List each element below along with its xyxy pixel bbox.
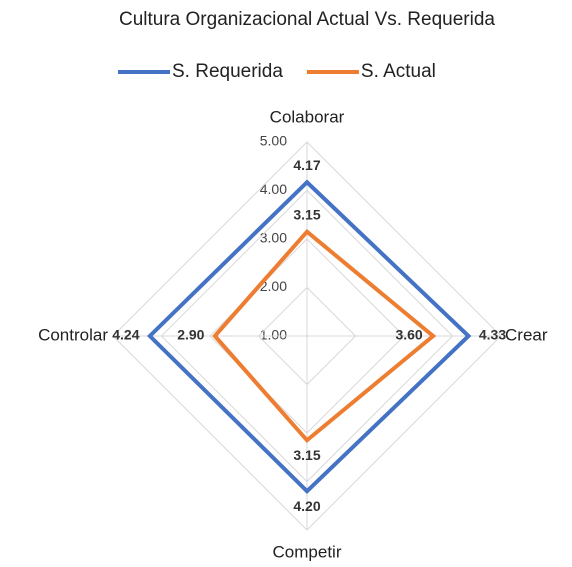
data-label: 3.15: [293, 447, 320, 463]
chart-title: Cultura Organizacional Actual Vs. Requer…: [119, 9, 495, 30]
series-line: [212, 228, 437, 444]
category-label: Controlar: [38, 325, 108, 344]
y-tick-label: 3.00: [260, 230, 287, 246]
data-label: 2.90: [177, 327, 204, 343]
data-label: 4.17: [293, 157, 320, 173]
data-label: 4.24: [112, 327, 139, 343]
data-label: 4.33: [479, 327, 506, 343]
category-label: Crear: [505, 325, 548, 344]
series-line: [147, 179, 472, 494]
y-tick-label: 4.00: [260, 181, 287, 197]
legend-label: S. Requerida: [172, 61, 283, 82]
y-tick-label: 5.00: [260, 133, 287, 149]
data-label: 3.60: [395, 327, 422, 343]
y-tick-label: 1.00: [260, 327, 287, 343]
category-label: Colaborar: [270, 107, 345, 126]
data-label: 4.20: [293, 498, 320, 514]
y-tick-label: 2.00: [260, 278, 287, 294]
legend-label: S. Actual: [361, 61, 436, 82]
data-label: 3.15: [293, 206, 320, 222]
category-label: Competir: [273, 542, 342, 561]
